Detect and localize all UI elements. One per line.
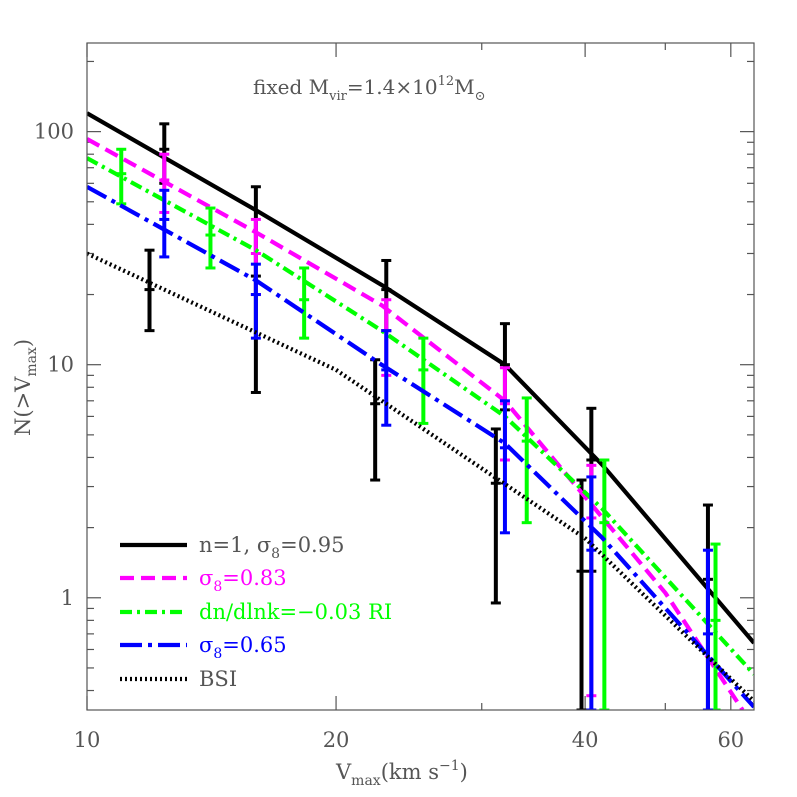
plot-frame <box>86 42 755 711</box>
x-tick-label: 20 <box>323 728 350 752</box>
series-line <box>87 156 754 676</box>
annotation: fixed Mvir=1.4×1012M⊙ <box>253 74 486 104</box>
series-group <box>87 251 754 703</box>
legend-label: BSI <box>199 667 237 691</box>
legend-label: n=1, σ8=0.95 <box>199 533 344 562</box>
tick-labels: 10 20 40 60 1 10 100 <box>34 120 744 752</box>
series-group <box>87 147 754 710</box>
tick-marks <box>86 43 754 710</box>
y-tick-label: 100 <box>34 120 74 144</box>
x-tick-label: 40 <box>572 728 599 752</box>
series-line <box>87 111 754 645</box>
series-group <box>87 184 754 710</box>
series-line <box>87 251 754 703</box>
legend-label: σ8=0.65 <box>199 633 287 662</box>
series-layer <box>87 111 754 710</box>
x-tick-label: 10 <box>74 728 101 752</box>
legend-label: dn/dlnk=−0.03 RI <box>199 600 392 624</box>
y-tick-label: 10 <box>47 353 74 377</box>
y-axis-label: N(>Vmax) <box>11 339 40 436</box>
series-line <box>87 184 754 709</box>
x-axis-label: Vmax(km s−1) <box>335 758 468 789</box>
y-tick-label: 1 <box>61 586 74 610</box>
legend-label: σ8=0.83 <box>199 566 287 595</box>
x-tick-label: 60 <box>717 728 744 752</box>
series-group <box>87 111 754 710</box>
legend: n=1, σ8=0.95 σ8=0.83 dn/dlnk=−0.03 RI σ8=0.… <box>120 533 392 691</box>
